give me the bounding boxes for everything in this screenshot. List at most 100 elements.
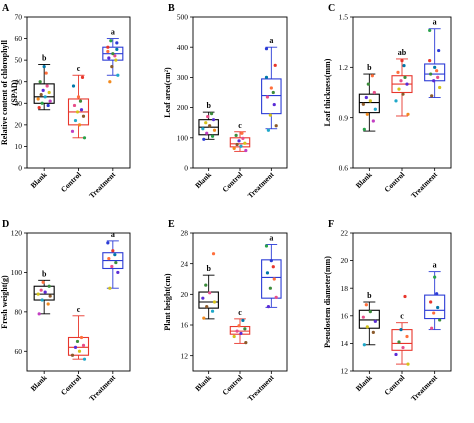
data-point xyxy=(78,99,83,103)
panel-c: C 0.6 0.9 1.2 1.5 Leaf thickness(mm) Blank Cont… xyxy=(323,3,452,200)
data-point xyxy=(406,112,410,116)
data-point xyxy=(115,47,119,51)
data-point xyxy=(268,113,272,117)
data-point xyxy=(201,127,205,131)
data-point xyxy=(365,112,369,116)
data-point xyxy=(212,300,217,304)
data-point xyxy=(43,290,47,294)
data-point xyxy=(47,90,51,95)
data-point xyxy=(210,134,215,138)
y-tick-label: 20 xyxy=(181,290,189,299)
data-point xyxy=(79,335,84,340)
panel-d: D 60 80 100 120 Fresh weight(g) Blank Control Tr… xyxy=(0,219,131,403)
significance-letter: b xyxy=(206,101,211,110)
data-point xyxy=(361,315,365,319)
data-point xyxy=(265,95,270,99)
data-point xyxy=(234,133,238,137)
data-point xyxy=(239,144,243,148)
y-tick-label: 1.5 xyxy=(339,13,349,22)
data-point xyxy=(266,128,271,132)
y-tick-label: 24 xyxy=(181,259,189,268)
data-point xyxy=(428,28,432,33)
x-tick-label: Blank xyxy=(29,372,50,393)
data-point xyxy=(75,339,80,344)
data-point xyxy=(44,71,48,75)
box-treatment: a xyxy=(102,28,124,84)
iqr-box xyxy=(33,83,55,104)
y-tick-label: 12 xyxy=(341,367,349,376)
data-point xyxy=(400,59,404,63)
y-tick-label: 120 xyxy=(11,229,23,238)
data-point xyxy=(212,128,217,132)
panel-letter-c: C xyxy=(328,3,335,14)
y-tick-label: 0 xyxy=(18,164,22,173)
data-point xyxy=(396,70,400,74)
significance-letter: a xyxy=(111,230,115,239)
data-point xyxy=(76,95,81,99)
data-point xyxy=(211,118,216,122)
data-point xyxy=(109,39,113,43)
data-point xyxy=(211,252,216,256)
y-tick-label: 12 xyxy=(181,351,189,360)
data-point xyxy=(361,102,365,106)
panel-letter-e: E xyxy=(168,219,175,230)
data-point xyxy=(36,97,40,101)
significance-letter: b xyxy=(42,53,47,62)
data-point xyxy=(370,74,374,78)
data-point xyxy=(202,137,206,141)
y-tick-label: 18 xyxy=(341,284,349,293)
x-tick-label: Treatment xyxy=(246,373,276,403)
data-point xyxy=(432,311,436,315)
data-point xyxy=(435,69,439,73)
panel-letter-f: F xyxy=(328,219,334,230)
data-point xyxy=(436,305,440,310)
iqr-box xyxy=(33,285,55,301)
box-control: c xyxy=(67,64,90,140)
box-treatment: a xyxy=(102,230,124,290)
box-treatment: a xyxy=(261,234,282,309)
y-tick-label: 20 xyxy=(341,256,349,265)
data-point xyxy=(110,65,114,69)
data-point xyxy=(271,90,275,95)
y-tick-label: 300 xyxy=(177,73,189,82)
box-control: c xyxy=(391,294,413,366)
data-point xyxy=(108,286,112,290)
data-point xyxy=(202,316,206,320)
data-point xyxy=(115,41,119,45)
data-point xyxy=(70,353,75,357)
data-point xyxy=(366,82,370,86)
data-point xyxy=(205,131,209,135)
data-point xyxy=(272,102,276,107)
data-point xyxy=(48,99,52,103)
data-point xyxy=(397,87,401,91)
x-tick-label: Blank xyxy=(354,169,375,190)
iqr-box xyxy=(358,309,380,329)
data-point xyxy=(368,310,372,314)
box-control: ab xyxy=(391,48,413,117)
data-point xyxy=(364,303,368,307)
data-point xyxy=(274,295,278,299)
data-point xyxy=(237,324,241,328)
data-point xyxy=(368,99,372,103)
box-blank: b xyxy=(358,63,380,132)
y-tick-label: 30 xyxy=(15,99,23,108)
y-axis-label: (SPAD) xyxy=(10,79,19,105)
y-tick-label: 80 xyxy=(15,307,23,316)
y-tick-label: 500 xyxy=(177,13,189,22)
data-point xyxy=(39,93,43,97)
data-point xyxy=(46,302,50,306)
data-point xyxy=(403,75,407,79)
data-point xyxy=(77,123,82,127)
data-point xyxy=(40,298,44,302)
data-point xyxy=(406,362,410,366)
data-point xyxy=(438,318,442,322)
data-point xyxy=(116,270,120,275)
data-point xyxy=(41,88,45,92)
x-tick-label: Control xyxy=(382,170,406,194)
y-tick-label: 60 xyxy=(15,347,23,356)
data-point xyxy=(82,136,87,140)
box-blank: b xyxy=(358,291,380,347)
data-point xyxy=(201,296,205,300)
significance-letter: b xyxy=(206,264,211,273)
